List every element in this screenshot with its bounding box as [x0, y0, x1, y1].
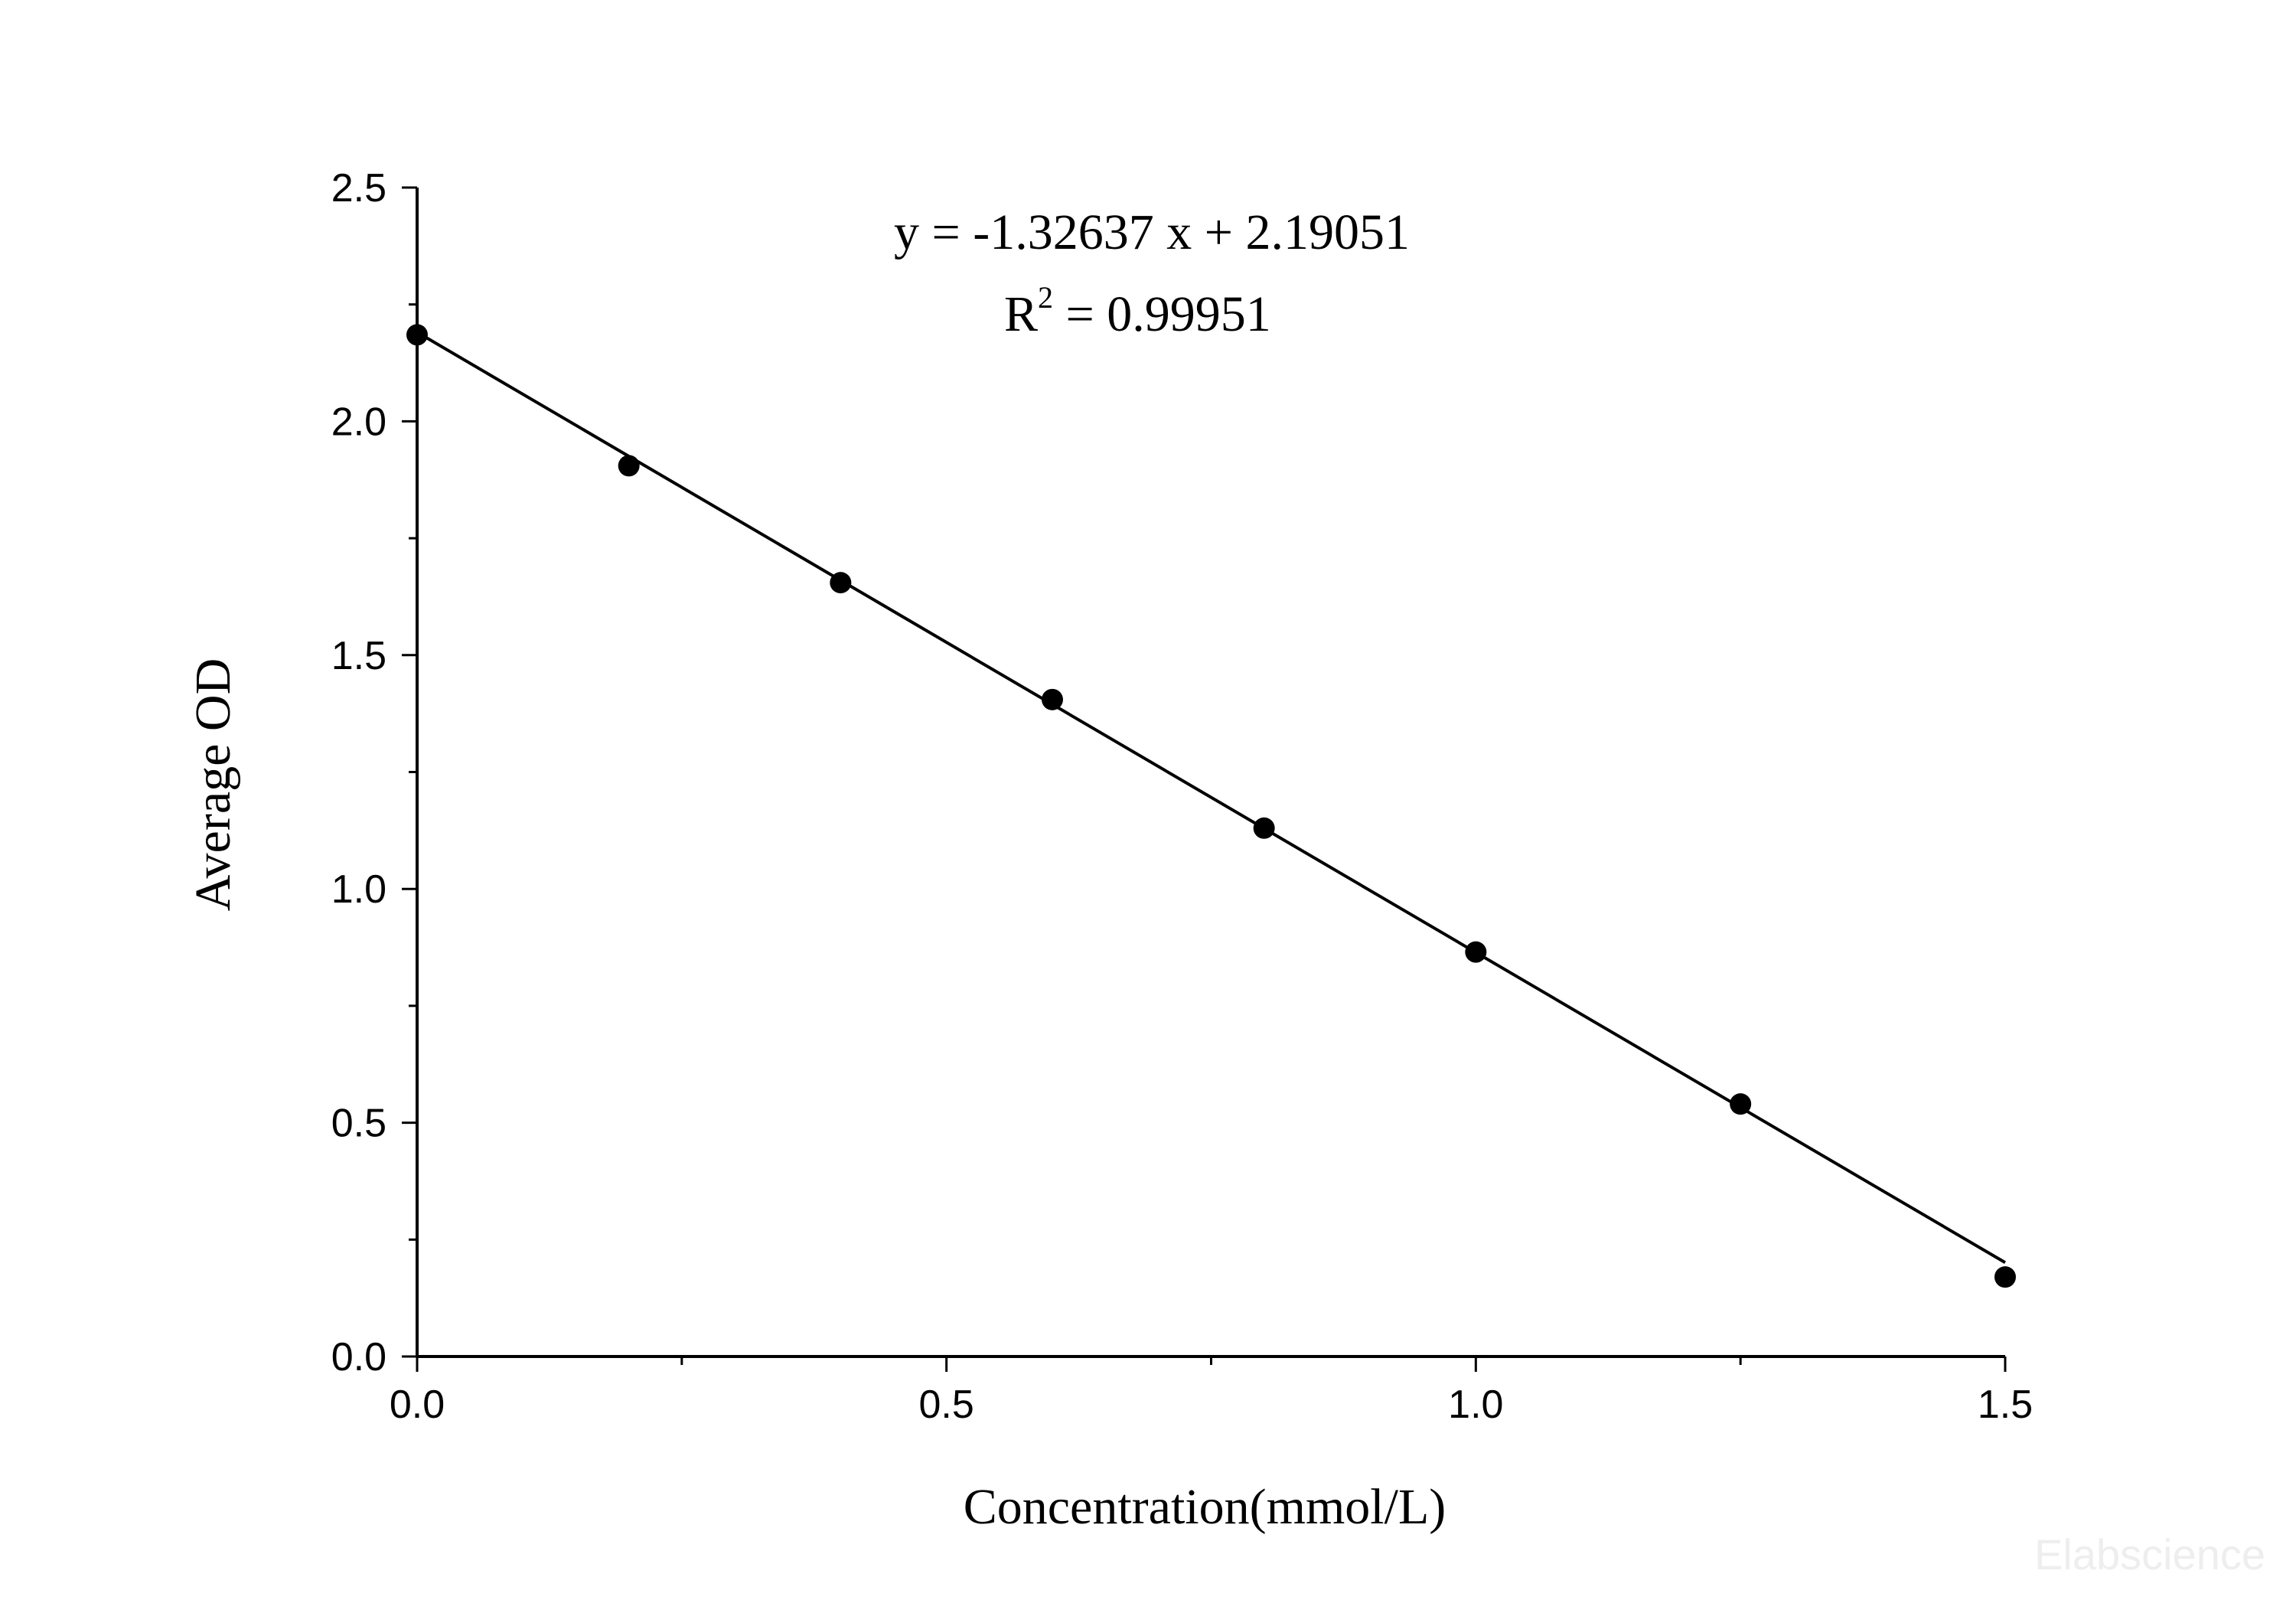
r-squared-label: R2 = 0.99951: [1004, 280, 1271, 342]
x-tick-label: 1.0: [1448, 1383, 1503, 1427]
r-squared-value: = 0.99951: [1053, 286, 1271, 342]
data-points: [406, 324, 2016, 1288]
data-point: [830, 572, 852, 594]
r-squared-superscript: 2: [1038, 280, 1053, 315]
x-tick-label: 1.5: [1978, 1383, 2033, 1427]
data-point: [618, 455, 640, 477]
data-point: [1730, 1093, 1752, 1115]
y-tick-label: 2.0: [331, 400, 386, 444]
x-axis-title: Concentration(mmol/L): [964, 1479, 1446, 1535]
y-tick-label: 0.0: [331, 1335, 386, 1379]
axes: [416, 188, 2005, 1358]
r-squared-symbol: R: [1004, 286, 1038, 342]
watermark-text: Elabscience: [2034, 1530, 2265, 1579]
regression-equation: y = -1.32637 x + 2.19051: [894, 204, 1410, 260]
regression-line: [416, 331, 2007, 1264]
y-tick-label: 0.5: [331, 1102, 386, 1146]
data-point: [1253, 817, 1275, 839]
x-tick-label: 0.0: [390, 1383, 445, 1427]
data-point: [1465, 941, 1487, 963]
data-point: [1994, 1266, 2016, 1288]
fit-line-group: [416, 331, 2007, 1264]
ticks: 0.0 0.5 1.0 1.5 2.0 2.5 0.0 0.5 1.0 1.5: [331, 166, 2033, 1427]
y-tick-label: 2.5: [331, 166, 386, 211]
data-point: [1042, 688, 1063, 710]
data-point: [406, 324, 428, 346]
y-tick-label: 1.5: [331, 634, 386, 678]
y-tick-label: 1.0: [331, 867, 386, 912]
y-axis-title: Average OD: [185, 658, 241, 911]
x-tick-label: 0.5: [919, 1383, 974, 1427]
